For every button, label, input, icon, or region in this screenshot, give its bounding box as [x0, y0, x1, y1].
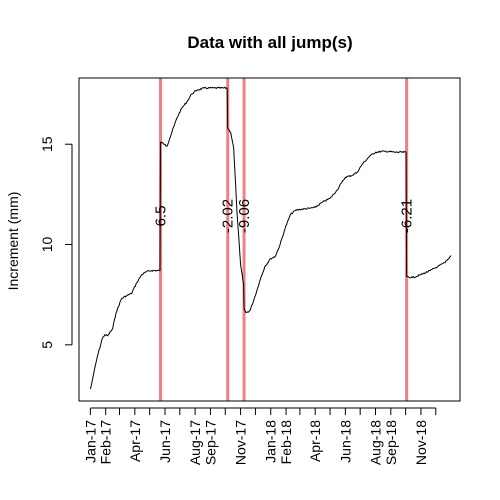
x-tick-label-sep-17: Sep-17 [202, 420, 218, 465]
plot-frame [78, 77, 461, 402]
chart-title: Data with all jump(s) [187, 33, 352, 52]
x-tick-label-aug-18: Aug-18 [368, 420, 384, 465]
x-tick-label-jan-17: Jan-17 [82, 420, 98, 463]
x-tick-label-jun-18: Jun-18 [337, 420, 353, 463]
y-tick-label-5: 5 [39, 341, 55, 349]
x-tick-label-nov-17: Nov-17 [233, 420, 249, 465]
y-axis: 5 10 15 [39, 136, 73, 349]
jump-labels: 6.5 -2.02 -9.06 -6.21 [153, 199, 416, 233]
x-axis: Jan-17 Feb-17 Apr-17 Jun-17 Aug-17 Sep-17 Nov-… [82, 407, 437, 465]
x-tick-label-jun-17: Jun-17 [157, 420, 173, 463]
jump-lines [159, 78, 409, 401]
x-tick-label-apr-17: Apr-17 [127, 420, 143, 462]
series-line-1 [89, 86, 452, 390]
y-axis-label: Increment (mm) [5, 192, 21, 291]
x-tick-label-feb-18: Feb-18 [278, 420, 294, 465]
series-layer [89, 86, 452, 390]
jump-label-1: 6.5 [153, 206, 170, 227]
x-tick-label-jan-18: Jan-18 [263, 420, 279, 463]
x-tick-label-apr-18: Apr-18 [307, 420, 323, 462]
x-tick-label-aug-17: Aug-17 [187, 420, 203, 465]
jump-label-3: -9.06 [236, 199, 253, 233]
x-tick-label-feb-17: Feb-17 [98, 420, 114, 465]
y-tick-label-10: 10 [39, 237, 55, 253]
x-tick-label-nov-18: Nov-18 [413, 420, 429, 465]
y-tick-label-15: 15 [39, 136, 55, 152]
x-tick-label-sep-18: Sep-18 [383, 420, 399, 465]
jump-label-2: -2.02 [220, 199, 237, 233]
jump-label-4: -6.21 [399, 199, 416, 233]
